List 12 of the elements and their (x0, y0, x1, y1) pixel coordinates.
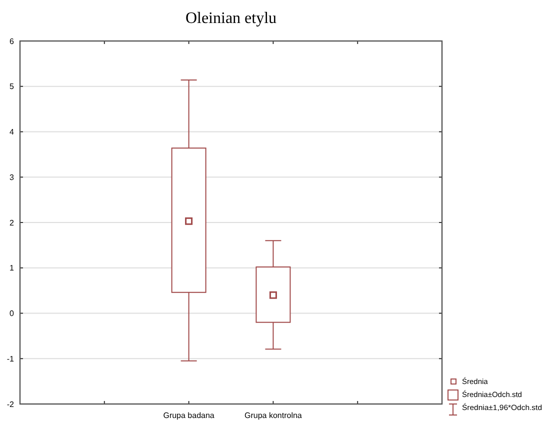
y-tick-label: -1 (6, 354, 15, 364)
y-tick-label: 1 (10, 264, 15, 273)
chart-title: Oleinian etylu (185, 10, 277, 27)
x-tick-label: Grupa kontrolna (244, 411, 302, 420)
y-tick-label: 5 (10, 82, 15, 92)
y-tick-label: 0 (10, 309, 15, 318)
y-tick-label: 2 (10, 218, 15, 228)
y-tick-label: 4 (10, 128, 15, 137)
y-tick-label: -2 (6, 400, 15, 409)
y-tick-label: 6 (10, 36, 15, 46)
x-tick-label: Grupa badana (163, 411, 215, 420)
y-tick-label: 3 (10, 172, 15, 182)
